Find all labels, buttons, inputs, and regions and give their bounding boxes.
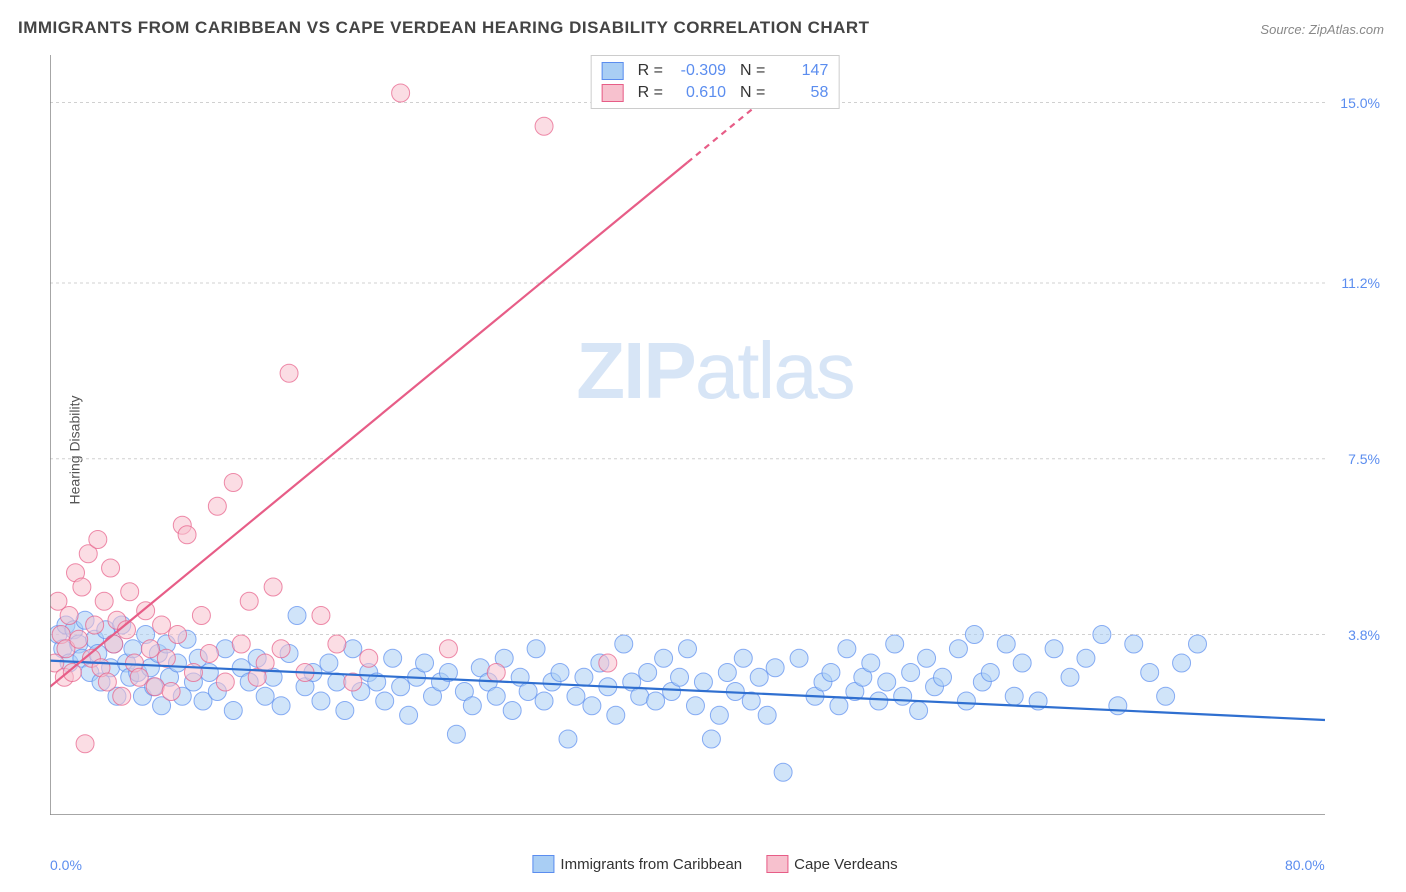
legend-item-2: Cape Verdeans xyxy=(766,855,897,873)
y-tick-label: 7.5% xyxy=(1348,451,1380,467)
n-value-2: 58 xyxy=(773,84,828,102)
n-label-2: N = xyxy=(740,84,765,102)
r-value-1: -0.309 xyxy=(671,62,726,80)
x-tick-label: 0.0% xyxy=(50,857,82,873)
scatter-plot xyxy=(50,55,1325,815)
legend-swatch-2 xyxy=(766,855,788,873)
legend-label-2: Cape Verdeans xyxy=(794,856,897,873)
r-label-1: R = xyxy=(638,62,663,80)
n-value-1: 147 xyxy=(773,62,828,80)
stats-row-series-2: R = 0.610 N = 58 xyxy=(602,82,829,104)
x-tick-label: 80.0% xyxy=(1285,857,1325,873)
legend-item-1: Immigrants from Caribbean xyxy=(532,855,742,873)
y-tick-label: 15.0% xyxy=(1340,95,1380,111)
bottom-legend: Immigrants from Caribbean Cape Verdeans xyxy=(532,855,897,873)
source-label: Source: xyxy=(1260,22,1305,37)
r-label-2: R = xyxy=(638,84,663,102)
stats-panel: R = -0.309 N = 147 R = 0.610 N = 58 xyxy=(591,55,840,109)
source-attribution: Source: ZipAtlas.com xyxy=(1260,22,1384,37)
swatch-series-2 xyxy=(602,84,624,102)
y-tick-label: 3.8% xyxy=(1348,627,1380,643)
stats-row-series-1: R = -0.309 N = 147 xyxy=(602,60,829,82)
source-name: ZipAtlas.com xyxy=(1309,22,1384,37)
chart-container: Hearing Disability ZIPatlas R = -0.309 N… xyxy=(50,55,1380,845)
y-tick-label: 11.2% xyxy=(1341,275,1380,291)
legend-swatch-1 xyxy=(532,855,554,873)
r-value-2: 0.610 xyxy=(671,84,726,102)
n-label-1: N = xyxy=(740,62,765,80)
swatch-series-1 xyxy=(602,62,624,80)
chart-title: IMMIGRANTS FROM CARIBBEAN VS CAPE VERDEA… xyxy=(18,18,870,38)
legend-label-1: Immigrants from Caribbean xyxy=(560,856,742,873)
